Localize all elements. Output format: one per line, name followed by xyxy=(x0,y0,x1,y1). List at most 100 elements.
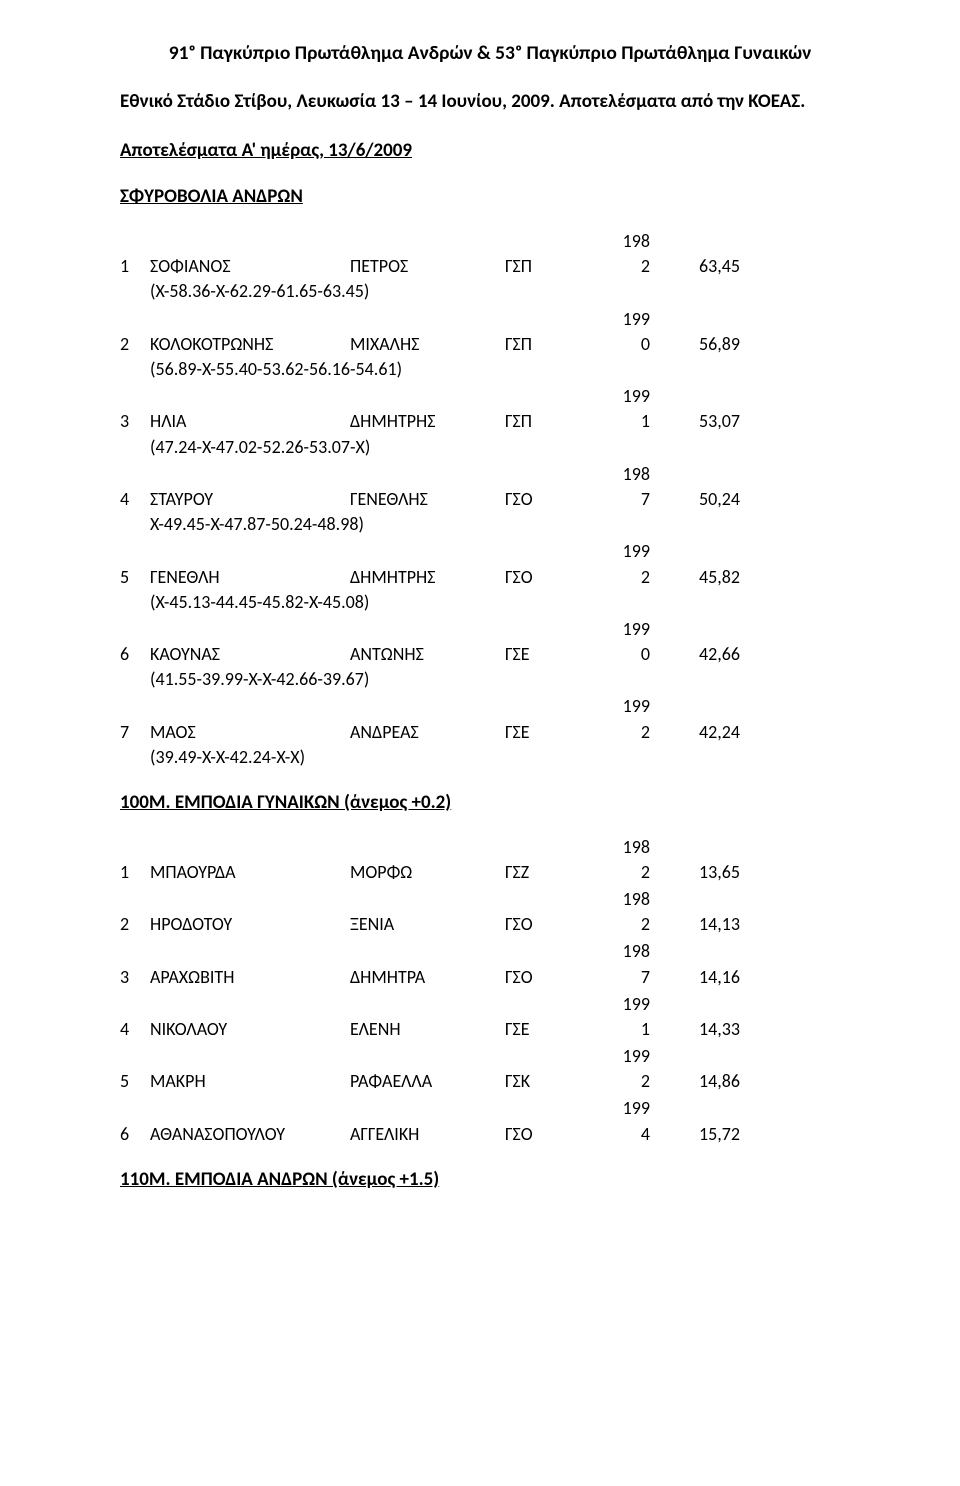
year-suffix: 2 xyxy=(575,720,660,745)
rank: 1 xyxy=(120,860,150,885)
year-prefix: 199 xyxy=(120,992,860,1017)
surname: ΗΡΟΔΟΤΟΥ xyxy=(150,912,350,937)
attempts: Χ-49.45-Χ-47.87-50.24-48.98) xyxy=(120,512,860,537)
result-row: 3 ΗΛΙΑ ΔΗΜΗΤΡΗΣ ΓΣΠ 1 53,07 xyxy=(120,409,860,434)
attempts: (41.55-39.99-Χ-Χ-42.66-39.67) xyxy=(120,667,860,692)
attempts: (47.24-Χ-47.02-52.26-53.07-Χ) xyxy=(120,435,860,460)
attempts-text: (39.49-Χ-Χ-42.24-Χ-Χ) xyxy=(150,745,860,770)
attempts: (39.49-Χ-Χ-42.24-Χ-Χ) xyxy=(120,745,860,770)
year-prefix: 199 xyxy=(120,1044,860,1069)
mark: 42,66 xyxy=(660,642,740,667)
club: ΓΣΟ xyxy=(505,965,575,990)
attempts-text: Χ-49.45-Χ-47.87-50.24-48.98) xyxy=(150,512,860,537)
result-row: 4 ΝΙΚΟΛΑΟΥ ΕΛΕΝΗ ΓΣΕ 1 14,33 xyxy=(120,1017,860,1042)
attempts: (56.89-Χ-55.40-53.62-56.16-54.61) xyxy=(120,357,860,382)
surname: ΓΕΝΕΘΛΗ xyxy=(150,565,350,590)
firstname: ΜΟΡΦΩ xyxy=(350,860,505,885)
year-prefix-text: 198 xyxy=(575,939,660,964)
year-prefix-text: 198 xyxy=(575,229,660,254)
year-prefix-text: 199 xyxy=(575,307,660,332)
year-prefix: 198 xyxy=(120,229,860,254)
surname: ΜΠΑΟΥΡΔΑ xyxy=(150,860,350,885)
year-prefix: 198 xyxy=(120,462,860,487)
year-suffix: 1 xyxy=(575,409,660,434)
year-suffix: 7 xyxy=(575,965,660,990)
year-prefix: 198 xyxy=(120,887,860,912)
result-row: 1 ΣΟΦΙΑΝΟΣ ΠΕΤΡΟΣ ΓΣΠ 2 63,45 xyxy=(120,254,860,279)
year-suffix: 1 xyxy=(575,1017,660,1042)
club: ΓΣΟ xyxy=(505,487,575,512)
result-row: 5 ΜΑΚΡΗ ΡΑΦΑΕΛΛΑ ΓΣΚ 2 14,86 xyxy=(120,1069,860,1094)
year-suffix: 0 xyxy=(575,332,660,357)
year-prefix: 199 xyxy=(120,384,860,409)
firstname: ΑΓΓΕΛΙΚΗ xyxy=(350,1122,505,1147)
page-subtitle: Εθνικό Στάδιο Στίβου, Λευκωσία 13 – 14 Ι… xyxy=(120,89,860,116)
rank: 3 xyxy=(120,409,150,434)
mark: 56,89 xyxy=(660,332,740,357)
year-prefix: 198 xyxy=(120,835,860,860)
attempts-text: (41.55-39.99-Χ-Χ-42.66-39.67) xyxy=(150,667,860,692)
year-prefix-text: 199 xyxy=(575,384,660,409)
day-heading: Αποτελέσματα Α' ημέρας, 13/6/2009 xyxy=(120,138,860,165)
year-prefix-text: 199 xyxy=(575,617,660,642)
result-row: 1 ΜΠΑΟΥΡΔΑ ΜΟΡΦΩ ΓΣΖ 2 13,65 xyxy=(120,860,860,885)
result-row: 2 ΗΡΟΔΟΤΟΥ ΞΕΝΙΑ ΓΣΟ 2 14,13 xyxy=(120,912,860,937)
firstname: ΑΝΔΡΕΑΣ xyxy=(350,720,505,745)
year-prefix: 199 xyxy=(120,694,860,719)
rank: 6 xyxy=(120,642,150,667)
club: ΓΣΕ xyxy=(505,642,575,667)
year-suffix: 2 xyxy=(575,912,660,937)
year-suffix: 0 xyxy=(575,642,660,667)
surname: ΗΛΙΑ xyxy=(150,409,350,434)
year-prefix-text: 198 xyxy=(575,462,660,487)
surname: ΣΟΦΙΑΝΟΣ xyxy=(150,254,350,279)
rank: 5 xyxy=(120,565,150,590)
firstname: ΑΝΤΩΝΗΣ xyxy=(350,642,505,667)
firstname: ΔΗΜΗΤΡΗΣ xyxy=(350,409,505,434)
year-prefix-text: 199 xyxy=(575,694,660,719)
year-prefix-text: 198 xyxy=(575,835,660,860)
page: 91ᵒ Παγκύπριο Πρωτάθλημα Ανδρών & 53ᵒ Πα… xyxy=(0,0,960,1486)
rank: 1 xyxy=(120,254,150,279)
year-suffix: 4 xyxy=(575,1122,660,1147)
firstname: ΓΕΝΕΘΛΗΣ xyxy=(350,487,505,512)
event-heading-110h-men: 110Μ. ΕΜΠΟΔΙΑ ΑΝΔΡΩΝ (άνεμος +1.5) xyxy=(120,1167,860,1194)
year-suffix: 2 xyxy=(575,1069,660,1094)
mark: 63,45 xyxy=(660,254,740,279)
attempts-text: (47.24-Χ-47.02-52.26-53.07-Χ) xyxy=(150,435,860,460)
surname: ΚΟΛΟΚΟΤΡΩΝΗΣ xyxy=(150,332,350,357)
result-row: 3 ΑΡΑΧΩΒΙΤΗ ΔΗΜΗΤΡΑ ΓΣΟ 7 14,16 xyxy=(120,965,860,990)
result-row: 6 ΚΑΟΥΝΑΣ ΑΝΤΩΝΗΣ ΓΣΕ 0 42,66 xyxy=(120,642,860,667)
surname: ΣΤΑΥΡΟΥ xyxy=(150,487,350,512)
result-row: 2 ΚΟΛΟΚΟΤΡΩΝΗΣ ΜΙΧΑΛΗΣ ΓΣΠ 0 56,89 xyxy=(120,332,860,357)
attempts-text: (Χ-58.36-Χ-62.29-61.65-63.45) xyxy=(150,279,860,304)
surname: ΜΑΟΣ xyxy=(150,720,350,745)
event-heading-hammer: ΣΦΥΡΟΒΟΛΙΑ ΑΝΔΡΩΝ xyxy=(120,184,860,211)
club: ΓΣΖ xyxy=(505,860,575,885)
mark: 14,13 xyxy=(660,912,740,937)
firstname: ΜΙΧΑΛΗΣ xyxy=(350,332,505,357)
mark: 53,07 xyxy=(660,409,740,434)
club: ΓΣΕ xyxy=(505,1017,575,1042)
year-prefix-text: 199 xyxy=(575,1096,660,1121)
results-100h-women: 198 1 ΜΠΑΟΥΡΔΑ ΜΟΡΦΩ ΓΣΖ 2 13,65 198 2 Η… xyxy=(120,835,860,1147)
mark: 45,82 xyxy=(660,565,740,590)
year-suffix: 7 xyxy=(575,487,660,512)
year-prefix: 199 xyxy=(120,617,860,642)
surname: ΚΑΟΥΝΑΣ xyxy=(150,642,350,667)
year-prefix-text: 198 xyxy=(575,887,660,912)
surname: ΑΘΑΝΑΣΟΠΟΥΛΟΥ xyxy=(150,1122,350,1147)
mark: 14,16 xyxy=(660,965,740,990)
firstname: ΔΗΜΗΤΡΗΣ xyxy=(350,565,505,590)
mark: 15,72 xyxy=(660,1122,740,1147)
mark: 14,33 xyxy=(660,1017,740,1042)
mark: 50,24 xyxy=(660,487,740,512)
rank: 6 xyxy=(120,1122,150,1147)
year-suffix: 2 xyxy=(575,860,660,885)
club: ΓΣΚ xyxy=(505,1069,575,1094)
firstname: ΠΕΤΡΟΣ xyxy=(350,254,505,279)
year-suffix: 2 xyxy=(575,565,660,590)
result-row: 7 ΜΑΟΣ ΑΝΔΡΕΑΣ ΓΣΕ 2 42,24 xyxy=(120,720,860,745)
club: ΓΣΕ xyxy=(505,720,575,745)
surname: ΝΙΚΟΛΑΟΥ xyxy=(150,1017,350,1042)
